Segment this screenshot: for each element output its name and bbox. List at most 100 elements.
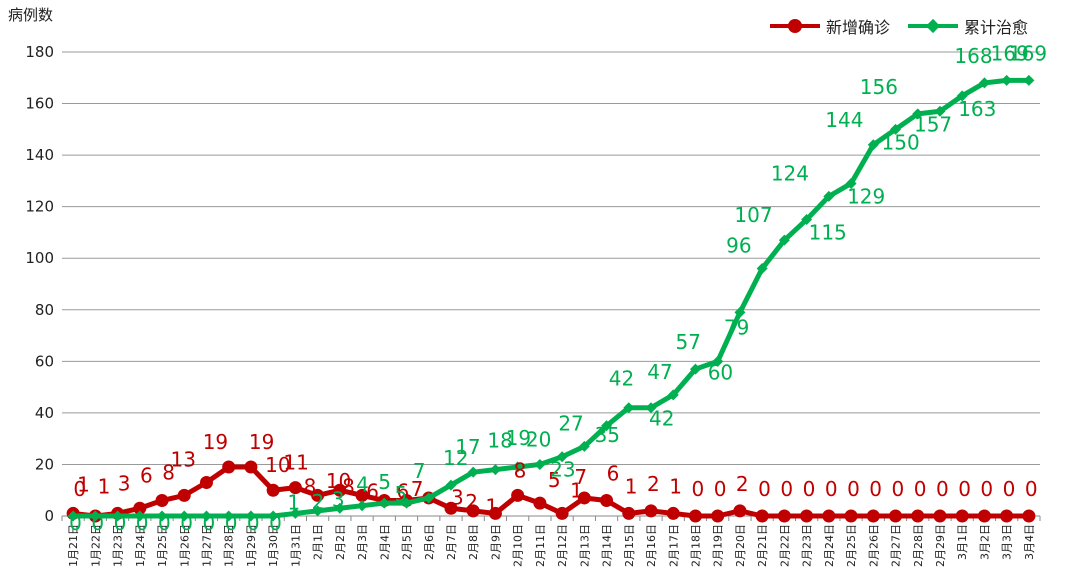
- data-label: 150: [882, 130, 920, 154]
- data-label: 8: [514, 458, 527, 482]
- data-label: 1: [570, 478, 583, 502]
- x-tick-label-3月3日: 3月3日: [1001, 524, 1014, 560]
- data-label: 60: [708, 360, 733, 384]
- data-point: [89, 510, 101, 522]
- x-tick-label-2月20日: 2月20日: [734, 524, 747, 567]
- data-label: 0: [980, 477, 993, 501]
- legend: 新增确诊 累计治愈: [770, 14, 1046, 38]
- data-point: [955, 509, 969, 523]
- data-label: 0: [91, 511, 104, 535]
- data-label: 5: [378, 470, 391, 494]
- data-point: [711, 509, 725, 523]
- x-tick-label-2月19日: 2月19日: [712, 524, 725, 567]
- legend-label-series-2: 累计治愈: [964, 18, 1029, 37]
- x-tick-label-1月31日: 1月31日: [289, 524, 302, 567]
- x-tick-label-2月25日: 2月25日: [845, 524, 858, 567]
- data-label: 163: [958, 97, 996, 121]
- data-label: 8: [342, 474, 355, 498]
- data-label: 0: [758, 477, 771, 501]
- data-label: 107: [734, 203, 772, 227]
- x-tick-label-2月29日: 2月29日: [934, 524, 947, 567]
- legend-item-series-2: 累计治愈: [908, 14, 1028, 38]
- data-point: [934, 105, 946, 117]
- x-tick-label-2月26日: 2月26日: [867, 524, 880, 567]
- data-label: 11: [283, 451, 308, 475]
- y-tick-label-20: 20: [35, 455, 54, 473]
- data-point: [666, 506, 680, 520]
- data-label: 8: [162, 460, 175, 484]
- data-label: 79: [724, 315, 749, 339]
- data-label: 20: [526, 427, 551, 451]
- data-point: [645, 402, 657, 414]
- data-point: [756, 263, 768, 275]
- x-tick-label-2月11日: 2月11日: [534, 524, 547, 567]
- x-tick-label-3月4日: 3月4日: [1023, 524, 1036, 560]
- data-point: [845, 177, 857, 189]
- y-tick-label-60: 60: [35, 352, 54, 370]
- data-label: 1: [669, 474, 682, 498]
- data-point: [777, 509, 791, 523]
- data-point: [600, 494, 614, 508]
- legend-item-series-1: 新增确诊: [770, 14, 890, 38]
- data-label: 1: [625, 474, 638, 498]
- x-tick-label-1月29日: 1月29日: [245, 524, 258, 567]
- data-point: [133, 501, 147, 515]
- data-point: [733, 504, 747, 518]
- data-point: [444, 501, 458, 515]
- x-tick-label-3月1日: 3月1日: [956, 524, 969, 560]
- data-point: [134, 510, 146, 522]
- legend-swatch-series-2: [908, 18, 959, 34]
- data-label: 0: [69, 511, 82, 535]
- data-point: [577, 491, 591, 505]
- data-point: [622, 506, 636, 520]
- x-tick-label-2月7日: 2月7日: [445, 524, 458, 560]
- data-label: 124: [771, 161, 809, 185]
- data-point: [867, 139, 879, 151]
- data-point: [401, 497, 413, 509]
- x-tick-label-2月22日: 2月22日: [778, 524, 791, 567]
- y-tick-label-120: 120: [25, 198, 54, 216]
- x-tick-label-2月14日: 2月14日: [601, 524, 614, 567]
- data-label: 2: [736, 472, 749, 496]
- data-label: 6: [607, 462, 620, 486]
- data-label: 156: [860, 75, 898, 99]
- data-label: 5: [548, 468, 561, 492]
- data-label: 157: [914, 112, 952, 136]
- data-label: 1: [98, 474, 111, 498]
- data-label: 27: [558, 411, 583, 435]
- x-tick-label-2月23日: 2月23日: [801, 524, 814, 567]
- data-point: [688, 509, 702, 523]
- data-point: [423, 492, 435, 504]
- data-label: 23: [550, 458, 575, 482]
- data-point: [533, 496, 547, 510]
- data-point: [489, 464, 501, 476]
- data-label: 12: [443, 446, 468, 470]
- data-label: 115: [809, 221, 847, 245]
- data-point: [822, 509, 836, 523]
- data-label: 1: [485, 494, 498, 518]
- data-label: 10: [326, 469, 351, 493]
- data-point: [978, 77, 990, 89]
- data-point: [112, 510, 124, 522]
- x-tick-label-2月18日: 2月18日: [689, 524, 702, 567]
- data-label: 6: [397, 480, 410, 504]
- x-tick-label-2月3日: 2月3日: [356, 524, 369, 560]
- x-tick-label-2月5日: 2月5日: [401, 524, 414, 560]
- data-point: [223, 510, 235, 522]
- y-tick-label-80: 80: [35, 301, 54, 319]
- data-label: 7: [413, 459, 426, 483]
- data-label: 8: [304, 474, 317, 498]
- data-label: 57: [675, 330, 700, 354]
- data-label: 17: [455, 435, 480, 459]
- data-point: [199, 475, 213, 489]
- data-point: [578, 440, 590, 452]
- data-point: [266, 483, 280, 497]
- data-label: 96: [726, 234, 751, 258]
- data-label: 0: [780, 477, 793, 501]
- data-point: [667, 389, 679, 401]
- data-label: 0: [247, 511, 260, 535]
- x-tick-label-2月4日: 2月4日: [378, 524, 391, 560]
- x-tick-label-2月16日: 2月16日: [645, 524, 658, 567]
